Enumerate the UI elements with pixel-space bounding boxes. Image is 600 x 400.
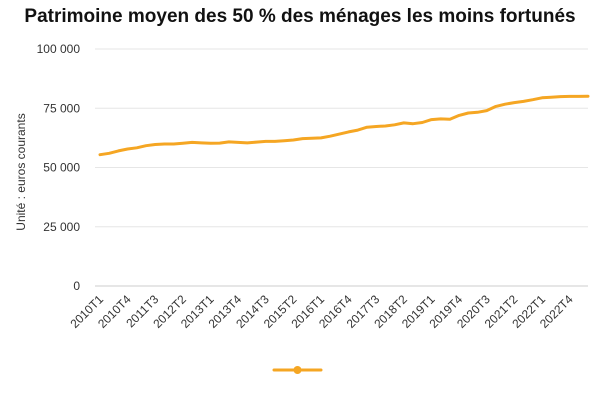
data-point[interactable] bbox=[190, 140, 195, 145]
data-point[interactable] bbox=[346, 129, 351, 134]
data-point[interactable] bbox=[383, 124, 388, 129]
x-tick-labels: 2010T12010T42011T32012T22013T12013T42014… bbox=[67, 292, 575, 331]
data-point[interactable] bbox=[125, 147, 130, 152]
data-point[interactable] bbox=[392, 122, 397, 127]
data-point[interactable] bbox=[107, 151, 112, 156]
data-point[interactable] bbox=[429, 117, 434, 122]
data-point[interactable] bbox=[318, 135, 323, 140]
data-point[interactable] bbox=[530, 97, 535, 102]
y-tick-label: 25 000 bbox=[43, 220, 80, 234]
data-point[interactable] bbox=[586, 94, 591, 99]
data-point[interactable] bbox=[466, 110, 471, 115]
series-line bbox=[98, 94, 590, 157]
data-point[interactable] bbox=[355, 128, 360, 133]
data-point[interactable] bbox=[576, 94, 581, 99]
data-point[interactable] bbox=[558, 94, 563, 99]
data-point[interactable] bbox=[411, 121, 416, 126]
data-point[interactable] bbox=[365, 125, 370, 130]
data-point[interactable] bbox=[282, 138, 287, 143]
data-point[interactable] bbox=[374, 124, 379, 129]
data-point[interactable] bbox=[134, 145, 139, 150]
data-point[interactable] bbox=[236, 140, 241, 145]
data-point[interactable] bbox=[309, 136, 314, 141]
y-tick-label: 75 000 bbox=[43, 101, 80, 115]
data-point[interactable] bbox=[263, 139, 268, 144]
data-point[interactable] bbox=[98, 152, 103, 157]
data-point[interactable] bbox=[116, 148, 121, 153]
data-point[interactable] bbox=[291, 138, 296, 143]
data-point[interactable] bbox=[521, 99, 526, 104]
legend[interactable] bbox=[272, 366, 323, 374]
data-point[interactable] bbox=[420, 120, 425, 125]
y-tick-label: 0 bbox=[73, 279, 80, 293]
data-point[interactable] bbox=[300, 136, 305, 141]
data-point[interactable] bbox=[162, 142, 167, 147]
y-tick-label: 100 000 bbox=[37, 42, 81, 56]
data-point[interactable] bbox=[272, 139, 277, 144]
data-point[interactable] bbox=[475, 110, 480, 115]
y-tick-labels: 0 25 000 50 000 75 000 100 000 bbox=[37, 42, 81, 293]
chart-title: Patrimoine moyen des 50 % des ménages le… bbox=[24, 6, 576, 27]
data-point[interactable] bbox=[567, 94, 572, 99]
y-axis-label: Unité : euros courants bbox=[14, 113, 28, 230]
data-point[interactable] bbox=[217, 141, 222, 146]
data-point[interactable] bbox=[144, 143, 149, 148]
data-point[interactable] bbox=[457, 113, 462, 118]
data-point[interactable] bbox=[539, 95, 544, 100]
data-point[interactable] bbox=[503, 102, 508, 107]
data-point[interactable] bbox=[180, 141, 185, 146]
legend-marker bbox=[293, 366, 302, 374]
data-point[interactable] bbox=[401, 120, 406, 125]
grid-lines bbox=[95, 48, 588, 287]
data-point[interactable] bbox=[438, 116, 443, 121]
data-point[interactable] bbox=[484, 108, 489, 113]
series-layer bbox=[98, 94, 591, 157]
data-point[interactable] bbox=[171, 142, 176, 147]
data-point[interactable] bbox=[447, 117, 452, 122]
data-point[interactable] bbox=[493, 104, 498, 109]
data-point[interactable] bbox=[208, 141, 213, 146]
data-point[interactable] bbox=[512, 100, 517, 105]
data-point[interactable] bbox=[226, 139, 231, 144]
data-point[interactable] bbox=[337, 132, 342, 137]
data-point[interactable] bbox=[245, 140, 250, 145]
data-point[interactable] bbox=[199, 140, 204, 145]
data-point[interactable] bbox=[254, 140, 259, 145]
data-point[interactable] bbox=[549, 95, 554, 100]
y-tick-label: 50 000 bbox=[43, 161, 80, 175]
data-point[interactable] bbox=[328, 134, 333, 139]
data-point[interactable] bbox=[153, 142, 158, 147]
